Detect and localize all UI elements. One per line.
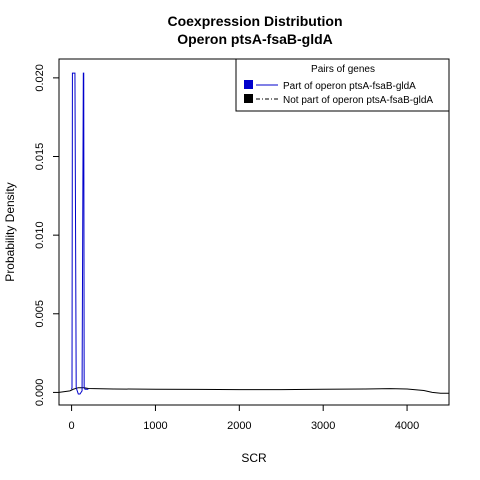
- x-tick-label: 4000: [395, 420, 419, 432]
- series-layer: [58, 72, 449, 395]
- series-line-non-operon: [58, 387, 449, 394]
- legend-label-operon: Part of operon ptsA-fsaB-gldA: [283, 81, 416, 92]
- x-tick-label: 0: [69, 420, 75, 432]
- y-tick-label: 0.015: [34, 143, 46, 171]
- legend-title: Pairs of genes: [311, 64, 375, 75]
- legend-label-non-operon: Not part of operon ptsA-fsaB-gldA: [283, 95, 433, 106]
- y-tick-label: 0.000: [34, 379, 46, 407]
- x-axis: 0 1000 2000 3000 4000: [69, 405, 419, 432]
- x-axis-label: SCR: [241, 451, 267, 465]
- legend-swatch-non-operon: [244, 94, 253, 103]
- series-line-operon: [71, 72, 89, 395]
- legend: Pairs of genes Part of operon ptsA-fsaB-…: [235, 58, 450, 112]
- x-tick-label: 3000: [311, 420, 335, 432]
- y-tick-label: 0.020: [34, 64, 46, 92]
- chart-title: Coexpression Distribution: [167, 13, 342, 29]
- y-tick-label: 0.010: [34, 221, 46, 249]
- y-tick-label: 0.005: [34, 300, 46, 328]
- y-axis: 0.000 0.005 0.010 0.015 0.020: [34, 64, 59, 406]
- y-axis-label: Probability Density: [3, 182, 17, 281]
- x-tick-label: 2000: [227, 420, 251, 432]
- chart-subtitle: Operon ptsA-fsaB-gldA: [177, 31, 333, 47]
- x-tick-label: 1000: [143, 420, 167, 432]
- legend-swatch-operon: [244, 80, 253, 89]
